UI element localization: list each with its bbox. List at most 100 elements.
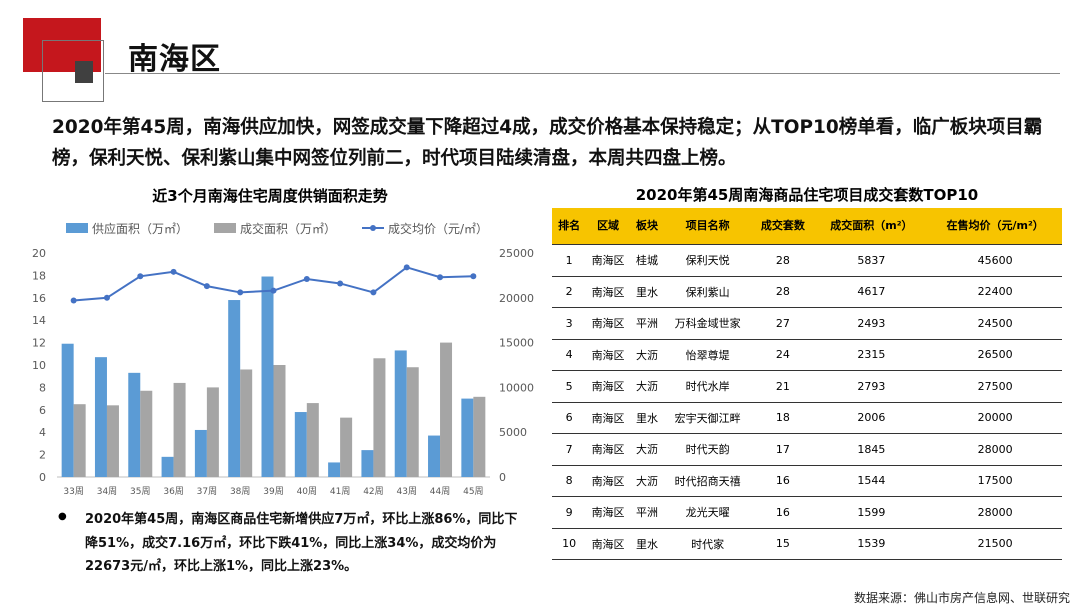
x-tick-label: 43周 [397,486,417,497]
price-point [403,264,410,271]
table-cell: 时代水岸 [664,370,752,403]
table-cell: 24500 [928,307,1062,340]
chart-note: 2020年第45周，南海区商品住宅新增供应7万㎡，环比上涨86%，同比下降51%… [85,512,518,574]
x-tick-label: 33周 [63,486,83,497]
x-tick-label: 37周 [197,486,217,497]
table-cell: 南海区 [586,402,630,434]
x-tick-label: 44周 [430,486,450,497]
table-cell: 大沥 [629,339,665,371]
left-axis-tick-label: 0 [39,471,46,484]
table-cell: 21500 [928,528,1062,560]
table-cell: 4617 [814,276,929,308]
table-cell: 里水 [629,528,665,560]
bar-sales [273,365,286,477]
table-header-cell: 在售均价（元/m²） [928,208,1062,245]
table-cell: 1544 [814,465,929,497]
left-axis-tick-label: 10 [32,359,46,372]
table-header-cell: 区域 [586,208,630,245]
x-tick-label: 41周 [330,486,350,497]
bar-supply [328,462,341,477]
table-header-row: 排名 区域 板块 项目名称 成交套数 成交面积（m²） 在售均价（元/m²） [552,208,1062,245]
table-cell: 平洲 [629,496,665,529]
table-cell: 27500 [928,370,1062,403]
left-axis-tick-label: 20 [32,247,46,260]
x-tick-label: 36周 [163,486,183,497]
decor-outline-square [42,40,104,102]
top10-table: 排名 区域 板块 项目名称 成交套数 成交面积（m²） 在售均价（元/m²） 1 南海区 桂城保… [552,208,1062,560]
table-header-cell: 成交套数 [751,208,815,245]
table-cell: 10 [552,528,587,560]
x-tick-label: 35周 [130,486,150,497]
table-cell: 1 [552,244,587,277]
price-point [370,289,377,296]
legend-swatch [66,223,88,233]
table-cell: 20000 [928,402,1062,434]
table-title: 2020年第45周南海商品住宅项目成交套数TOP10 [635,186,979,204]
table-cell: 怡翠尊堤 [664,339,752,371]
table-cell: 7 [552,433,587,466]
summary-text: 2020年第45周，南海供应加快，网签成交量下降超过4成，成交价格基本保持稳定；… [52,117,1043,169]
table-row: 3 南海区 平洲 万科金域世家 27 2493 24500 [552,307,1062,340]
bar-supply [394,350,407,477]
supply-sales-chart: 0 2 4 6 8 10 12 14 16 18 20 0 5000 10000 15000 20000 250… [32,221,534,497]
bar-sales [406,367,419,477]
right-axis-tick-label: 5000 [499,426,527,439]
table-cell: 5837 [814,244,929,277]
x-tick-label: 38周 [230,486,250,497]
bar-supply [194,429,207,477]
legend-label: 成交面积（万㎡） [240,221,336,236]
table-cell: 保利天悦 [664,244,752,277]
table-cell: 大沥 [629,370,665,403]
table-cell: 里水 [629,402,665,434]
table-cell: 26500 [928,339,1062,371]
bar-supply [161,456,174,477]
left-axis-tick-label: 16 [32,292,46,305]
x-tick-label: 45周 [463,486,483,497]
table-cell: 万科金域世家 [664,307,752,340]
table-cell: 南海区 [586,496,630,529]
bullet-icon: ● [58,511,67,522]
table-row: 7 南海区 大沥 时代天韵 17 1845 28000 [552,433,1062,466]
price-point [203,283,210,290]
title-underline [105,73,1060,74]
bar-sales [473,396,486,477]
table-cell: 2 [552,276,587,308]
bar-sales [140,390,153,477]
table-cell: 3 [552,307,587,340]
table-cell: 龙光天曜 [664,496,752,529]
table-row: 9 南海区 平洲 龙光天曜 16 1599 28000 [552,496,1062,529]
table-cell: 南海区 [586,433,630,466]
table-header-cell: 项目名称 [664,208,752,245]
x-tick-label: 40周 [297,486,317,497]
price-point [303,275,310,282]
decor-gray-block [75,61,93,83]
table-cell: 2793 [814,370,929,403]
table-cell: 22400 [928,276,1062,308]
chart-title: 近3个月南海住宅周度供销面积走势 [152,187,388,205]
left-axis-tick-label: 12 [32,337,46,350]
table-cell: 平洲 [629,307,665,340]
bar-supply [361,450,374,477]
bar-sales [373,358,386,477]
table-cell: 时代天韵 [664,433,752,466]
table-cell: 2493 [814,307,929,340]
table-cell: 2315 [814,339,929,371]
table-cell: 15 [751,528,815,560]
left-axis-tick-label: 14 [32,314,46,327]
table-cell: 大沥 [629,465,665,497]
bar-sales [206,387,219,477]
table-cell: 28000 [928,496,1062,529]
right-axis-tick-label: 20000 [499,292,534,305]
table-cell: 1539 [814,528,929,560]
price-point [337,280,344,287]
page-title: 南海区 [128,42,221,77]
table-cell: 保利紫山 [664,276,752,308]
right-axis-tick-label: 25000 [499,247,534,260]
table-row: 1 南海区 桂城 保利天悦 28 5837 45600 [552,244,1062,277]
legend-swatch [370,225,376,231]
x-tick-label: 42周 [363,486,383,497]
table-cell: 南海区 [586,307,630,340]
left-axis-tick-label: 2 [39,449,46,462]
bar-sales [106,405,119,477]
table-cell: 4 [552,339,587,371]
